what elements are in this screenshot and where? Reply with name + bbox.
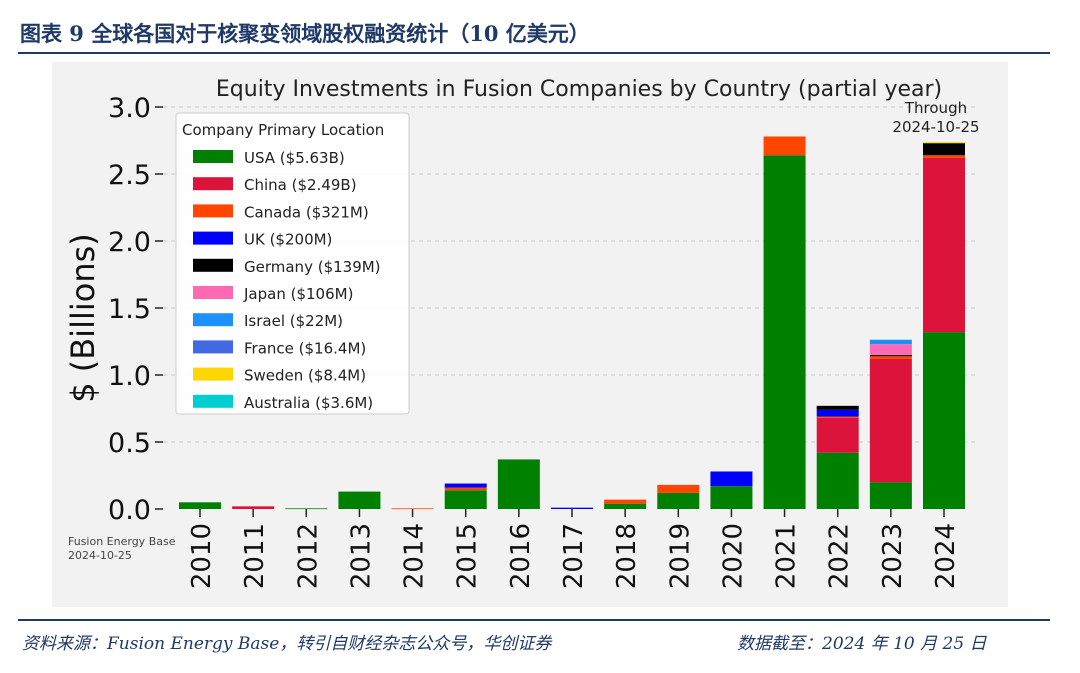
legend-swatch (193, 313, 233, 327)
x-tick-label: 2023 (878, 523, 908, 589)
bar-segment (657, 492, 700, 509)
y-tick-label: 0.5 (108, 428, 151, 459)
bar-segment (497, 459, 540, 509)
bar-segment (869, 344, 912, 355)
x-tick-label: 2010 (187, 523, 217, 589)
bar-segment (604, 499, 647, 504)
bar-segment (869, 354, 912, 357)
bar-segment (657, 484, 700, 493)
x-tick-label: 2012 (293, 523, 323, 589)
legend-label: Germany ($139M) (244, 258, 381, 276)
y-tick-label: 2.0 (108, 227, 151, 258)
footer-rule (18, 619, 1050, 621)
y-tick-label: 1.5 (108, 294, 151, 325)
legend-swatch (193, 258, 233, 272)
through-date-annotation: 2024-10-25 (892, 118, 979, 136)
through-date-annotation: Through (904, 99, 967, 117)
bar-segment (763, 155, 806, 510)
legend-swatch (193, 340, 233, 354)
x-tick-label: 2017 (559, 523, 589, 589)
bar-segment (869, 341, 912, 345)
bar-segment (444, 487, 487, 491)
bar-segment (285, 508, 328, 510)
bar-segment (923, 143, 965, 156)
bar-segment (444, 490, 487, 509)
bar-segment (391, 508, 434, 510)
source-watermark: 2024-10-25 (68, 549, 132, 562)
legend-label: UK ($200M) (244, 231, 332, 249)
bar-segment (816, 452, 859, 509)
legend-swatch (193, 286, 233, 299)
bar-segment (763, 136, 806, 156)
x-tick-label: 2016 (506, 523, 536, 589)
date-note: 数据截至：2024 年 10 月 25 日 (737, 634, 987, 654)
bar-segment (816, 416, 859, 418)
legend-label: China ($2.49B) (244, 176, 357, 194)
bar-segment (816, 417, 859, 453)
y-axis-label: $ (Billions) (64, 233, 102, 403)
bar-segment (923, 142, 965, 144)
x-tick-label: 2022 (825, 523, 855, 589)
y-tick-label: 3.0 (108, 93, 151, 124)
x-tick-label: 2021 (772, 523, 802, 589)
x-tick-label: 2018 (612, 523, 642, 589)
bar-segment (604, 503, 647, 509)
bar-segment (179, 502, 221, 509)
x-tick-label: 2024 (931, 523, 961, 589)
caption-rule (18, 52, 1050, 54)
bar-segment (869, 482, 912, 509)
bar-segment (923, 332, 965, 509)
legend-swatch (193, 204, 233, 218)
bar-segment (869, 358, 912, 483)
legend-swatch (193, 177, 233, 191)
bar-segment (551, 507, 593, 509)
bar-segment (869, 356, 912, 359)
legend-label: USA ($5.63B) (244, 149, 345, 167)
chart-title: Equity Investments in Fusion Companies b… (216, 77, 942, 102)
x-tick-label: 2019 (665, 523, 695, 589)
x-tick-label: 2014 (400, 523, 430, 589)
legend-label: Japan ($106M) (243, 285, 353, 303)
bar-segment (232, 506, 275, 509)
y-tick-label: 2.5 (108, 160, 151, 191)
bar-segment (710, 486, 753, 509)
bar-segment (923, 157, 965, 333)
bar-segment (923, 155, 965, 158)
bar-segment (869, 340, 912, 342)
legend-swatch (193, 367, 233, 381)
x-tick-label: 2020 (718, 523, 748, 589)
bar-segment (338, 491, 381, 509)
source-note: 资料来源：Fusion Energy Base，转引自财经杂志公众号，华创证券 (22, 634, 552, 654)
legend-label: Sweden ($8.4M) (244, 367, 366, 385)
source-watermark: Fusion Energy Base (68, 535, 176, 548)
bar-segment (816, 409, 859, 417)
bar-segment (816, 405, 859, 410)
y-tick-label: 0.0 (108, 495, 151, 526)
legend-swatch (193, 394, 233, 408)
bar-segment (444, 483, 487, 488)
legend-swatch (193, 150, 233, 163)
bar-segment (710, 471, 753, 487)
figure-caption: 图表 9 全球各国对于核聚变领域股权融资统计（10 亿美元） (20, 21, 590, 46)
legend-label: Israel ($22M) (244, 312, 343, 330)
bar-segment (869, 339, 912, 341)
legend-box (175, 112, 410, 415)
y-tick-label: 1.0 (108, 361, 151, 392)
x-tick-label: 2011 (240, 523, 270, 589)
legend-swatch (193, 231, 233, 245)
legend-title: Company Primary Location (182, 121, 384, 139)
legend-label: Australia ($3.6M) (244, 394, 373, 412)
x-tick-label: 2013 (346, 523, 376, 589)
legend-label: France ($16.4M) (244, 339, 366, 357)
x-tick-label: 2015 (453, 523, 483, 589)
legend-label: Canada ($321M) (244, 203, 369, 221)
